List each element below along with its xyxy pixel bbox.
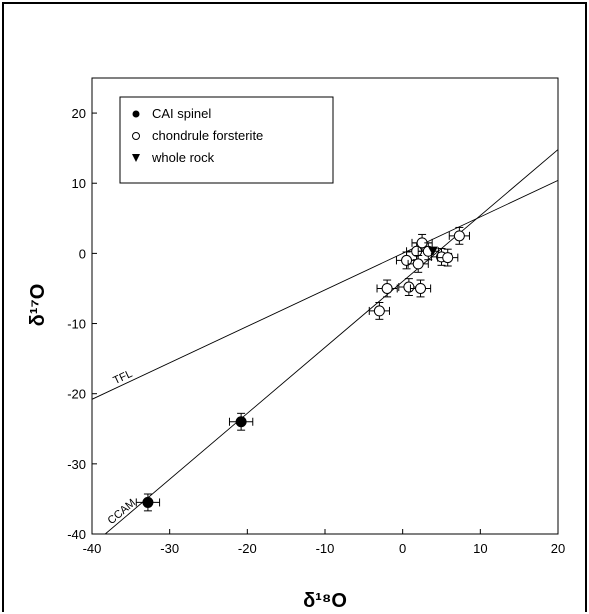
legend-marker-triangle [132,154,140,162]
point-cai-spinel [235,416,247,428]
point-cai-spinel [142,496,154,508]
point-chondrule-forsterite [442,252,454,264]
x-tick-label: -30 [160,541,179,556]
legend-box [119,96,334,184]
x-tick-label: -40 [83,541,102,556]
point-chondrule-forsterite [453,230,465,242]
y-tick-label: -10 [67,317,86,332]
point-chondrule-forsterite [415,282,427,294]
y-tick-label: 0 [79,246,86,261]
reference-line-tfl [92,180,558,400]
y-tick-label: 20 [72,106,86,121]
x-tick-label: -10 [316,541,335,556]
y-tick-label: -20 [67,387,86,402]
legend-label: chondrule forsterite [152,128,263,143]
point-chondrule-forsterite [381,282,393,294]
point-whole-rock [427,246,438,256]
legend-marker-open-circle [132,132,140,140]
point-chondrule-forsterite [373,305,385,317]
y-tick-label: 10 [72,176,86,191]
point-chondrule-forsterite [401,254,413,266]
x-tick-label: 20 [551,541,565,556]
x-axis-label: δ¹⁸O [303,590,347,612]
point-chondrule-forsterite [403,281,415,293]
x-tick-label: -20 [238,541,257,556]
legend-marker-filled-circle [132,110,140,118]
legend-label: CAI spinel [152,106,211,121]
point-chondrule-forsterite [412,258,424,270]
legend: CAI spinel chondrule forsterite whole rock [119,96,334,184]
x-tick-label: 0 [399,541,406,556]
reference-line-ccam [104,149,558,534]
y-tick-label: -40 [67,527,86,542]
y-axis-label: δ¹⁷O [27,284,49,327]
x-tick-label: 10 [473,541,487,556]
reference-line-label-ccam: CCAM [106,497,138,527]
reference-line-label-tfl: TFL [111,368,134,387]
legend-label: whole rock [151,150,215,165]
y-tick-label: -30 [67,457,86,472]
